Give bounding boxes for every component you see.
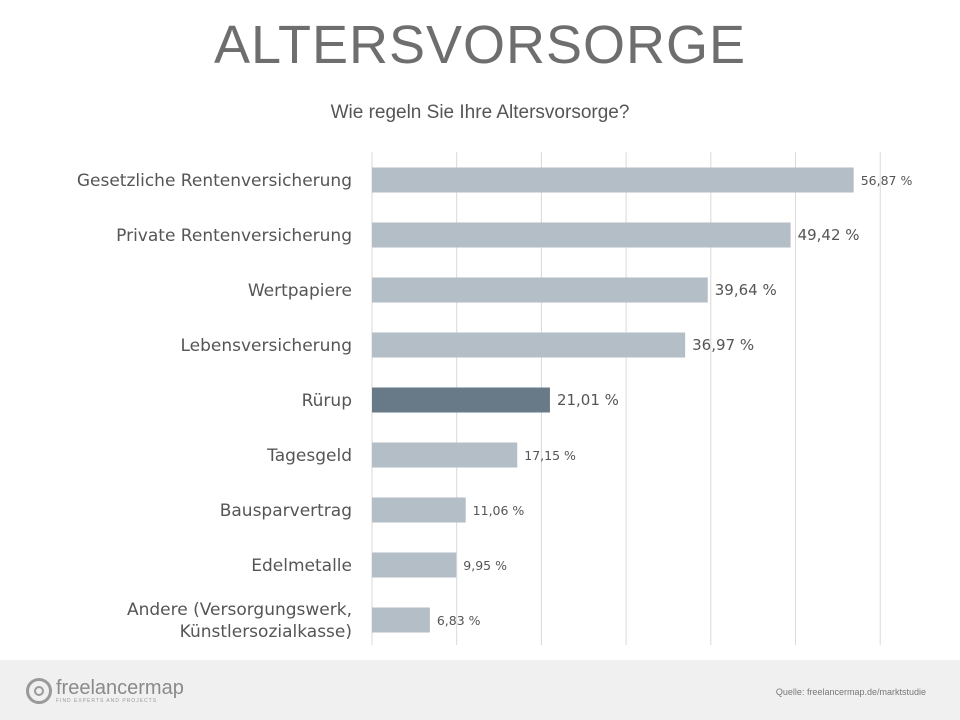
category-label: Künstlersozialkasse) [180,622,352,642]
logo-icon [26,678,52,704]
footer: freelancermap FIND EXPERTS AND PROJECTS … [0,660,960,720]
bar [372,387,550,413]
bar [372,607,430,633]
category-label: Rürup [302,391,352,411]
data-label: 17,15 % [524,448,576,463]
bar [372,222,791,248]
data-label: 9,95 % [463,558,507,573]
bar [372,552,457,578]
category-label: Andere (Versorgungswerk, [127,600,352,620]
data-label: 39,64 % [715,281,777,299]
bar-chart: 56,87 % Gesetzliche Rentenversicherung 49,… [77,152,913,645]
data-label: 56,87 % [861,173,913,188]
data-label: 11,06 % [473,503,525,518]
bar [372,497,466,523]
category-label: Wertpapiere [248,281,352,301]
logo-text: freelancermap [56,676,184,699]
data-label: 36,97 % [692,336,754,354]
data-label: 21,01 % [557,391,619,409]
category-label: Gesetzliche Rentenversicherung [77,171,352,191]
category-label: Lebensversicherung [180,336,352,356]
data-label: 6,83 % [437,613,481,628]
chart-title: Wie regeln Sie Ihre Altersvorsorge? [330,102,630,123]
logo-tagline: FIND EXPERTS AND PROJECTS [56,697,158,704]
bar [372,442,518,468]
bar [372,277,708,303]
category-label: Tagesgeld [266,446,352,466]
bar [372,332,686,358]
category-label: Edelmetalle [251,556,352,576]
category-label: Private Rentenversicherung [116,226,352,246]
category-label: Bausparvertrag [220,501,352,521]
page-title: ALTERSVORSORGE [213,15,747,75]
bars [372,167,854,633]
data-label: 49,42 % [798,226,860,244]
labels: 56,87 % Gesetzliche Rentenversicherung 49,… [77,171,913,642]
freelancermap-logo: freelancermap FIND EXPERTS AND PROJECTS [26,676,184,706]
bar [372,167,854,193]
source-note: Quelle: freelancermap.de/marktstudie [775,687,926,697]
